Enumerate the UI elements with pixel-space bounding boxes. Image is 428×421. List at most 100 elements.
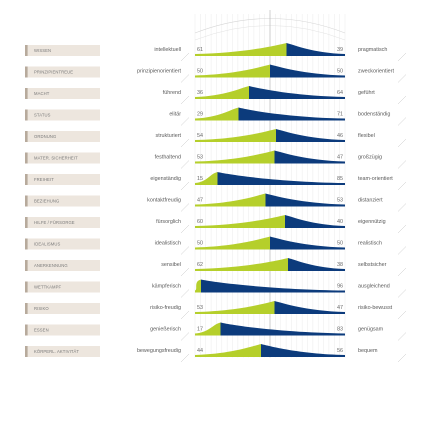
right-bar: [274, 301, 345, 314]
chart-row: FREIHEIT eigenständig 15 85 team-orientiert: [25, 172, 407, 191]
right-trait-label: bequem: [358, 348, 378, 354]
left-value-label: 54: [197, 133, 203, 139]
slash-right: [397, 181, 407, 191]
chart-row: HILFE / FÜRSORGE fürsorglich 60 40 eigennütz…: [25, 215, 407, 234]
left-bar: [195, 301, 275, 314]
slash-left: [180, 289, 190, 298]
slash-left: [180, 138, 190, 148]
category-label: MATER. SICHERHEIT: [34, 156, 78, 161]
left-trait-label: eigenständig: [150, 176, 181, 182]
category-tab-accent: [25, 45, 28, 56]
right-trait-label: selbstsicher: [358, 262, 387, 268]
left-trait-label: intellektuell: [154, 47, 181, 53]
left-bar: [195, 172, 218, 185]
right-trait-label: distanziert: [358, 198, 383, 204]
slash-left: [180, 95, 190, 105]
left-value-label: 50: [197, 241, 203, 247]
left-trait-label: kontaktfreudig: [147, 198, 181, 204]
category-tab-accent: [25, 152, 28, 164]
slash-right: [397, 246, 407, 255]
right-bar: [220, 322, 345, 336]
left-value-label: 17: [197, 327, 203, 333]
category-label: ESSEN: [34, 328, 49, 333]
left-value-label: 60: [197, 219, 203, 225]
category-tab-accent: [25, 303, 28, 314]
category-label: HILFE / FÜRSORGE: [34, 220, 75, 225]
right-trait-label: zweckorientiert: [358, 69, 394, 75]
right-trait-label: risiko-bewusst: [358, 305, 393, 311]
category-label: RISIKO: [34, 306, 49, 311]
chart-row: WETTKAMPFkämpferisch496ausgleichend: [25, 279, 407, 298]
slash-right: [397, 52, 407, 62]
right-value-label: 96: [337, 284, 343, 290]
right-value-label: 50: [337, 69, 343, 75]
category-tab: [25, 303, 100, 314]
chart-row: KÖRPERL. AKTIVITÄT bewegungsfreudig 44 56 be…: [25, 344, 407, 363]
chart-row: WISSEN intellektuell 61 39 pragmatisch: [25, 43, 407, 62]
category-tab-accent: [25, 260, 28, 271]
left-bar: [195, 107, 239, 121]
right-value-label: 40: [337, 219, 343, 225]
left-trait-label: fürsorglich: [156, 219, 181, 225]
left-trait-label: führend: [163, 90, 181, 96]
category-label: WISSEN: [34, 48, 51, 53]
right-trait-label: ausgleichend: [358, 284, 390, 290]
left-bar: [195, 86, 249, 99]
left-bar: [195, 129, 276, 142]
left-bar: [195, 215, 285, 228]
chart-row: RISIKO risiko-freudig 53 47 risiko-bewusst: [25, 301, 407, 320]
slash-left: [180, 74, 190, 83]
category-tab-accent: [25, 195, 28, 207]
right-bar: [270, 64, 345, 78]
left-trait-label: bewegungsfreudig: [137, 348, 181, 354]
slash-left: [180, 52, 190, 62]
category-tab-accent: [25, 217, 28, 228]
slash-right: [397, 310, 407, 320]
left-value-label: 44: [197, 348, 203, 354]
left-value-label: 61: [197, 47, 203, 53]
category-label: ORDNUNG: [34, 134, 56, 139]
left-trait-label: prinzipienorientiert: [137, 69, 182, 75]
category-tab: [25, 109, 100, 121]
left-bar: [195, 150, 275, 164]
category-tab: [25, 346, 100, 357]
category-tab-accent: [25, 324, 28, 336]
slash-left: [180, 246, 190, 255]
slash-left: [180, 181, 190, 191]
right-bar: [217, 172, 345, 185]
chart-row: ANERKENNUNG sensibel 62 38 selbstsicher: [25, 258, 407, 277]
right-value-label: 56: [337, 348, 343, 354]
right-value-label: 38: [337, 262, 343, 268]
category-tab: [25, 131, 100, 142]
chart-row: PRINZIPIENTREUE prinzipienorientiert 50 50 z…: [25, 64, 407, 83]
left-value-label: 53: [197, 305, 203, 311]
category-label: STATUS: [34, 113, 51, 118]
slash-right: [397, 224, 407, 234]
chart-row: BEZIEHUNG kontaktfreudig 47 53 distanziert: [25, 193, 407, 212]
left-bar: [195, 64, 270, 78]
slash-right: [397, 117, 407, 126]
category-tab: [25, 281, 100, 293]
right-bar: [286, 43, 345, 56]
slash-right: [397, 267, 407, 277]
category-tab-accent: [25, 88, 28, 99]
slash-right: [397, 95, 407, 105]
slash-left: [180, 203, 190, 212]
category-label: MACHT: [34, 91, 50, 96]
slash-right: [397, 353, 407, 363]
right-value-label: 39: [337, 47, 343, 53]
right-trait-label: pragmatisch: [358, 47, 387, 53]
chart-row: STATUS elitär 29 71 bodenständig: [25, 107, 407, 126]
left-trait-label: risiko-freudig: [150, 305, 181, 311]
right-trait-label: bodenständig: [358, 112, 390, 118]
slash-left: [180, 267, 190, 277]
slash-right: [397, 203, 407, 212]
slash-left: [180, 117, 190, 126]
category-tab-accent: [25, 346, 28, 357]
right-bar: [249, 86, 345, 99]
right-value-label: 71: [337, 112, 343, 118]
left-value-label: 53: [197, 155, 203, 161]
right-value-label: 53: [337, 198, 343, 204]
category-tab: [25, 66, 100, 78]
chart-row: IDEALISMUS idealistisch 50 50 realistisch: [25, 236, 407, 255]
